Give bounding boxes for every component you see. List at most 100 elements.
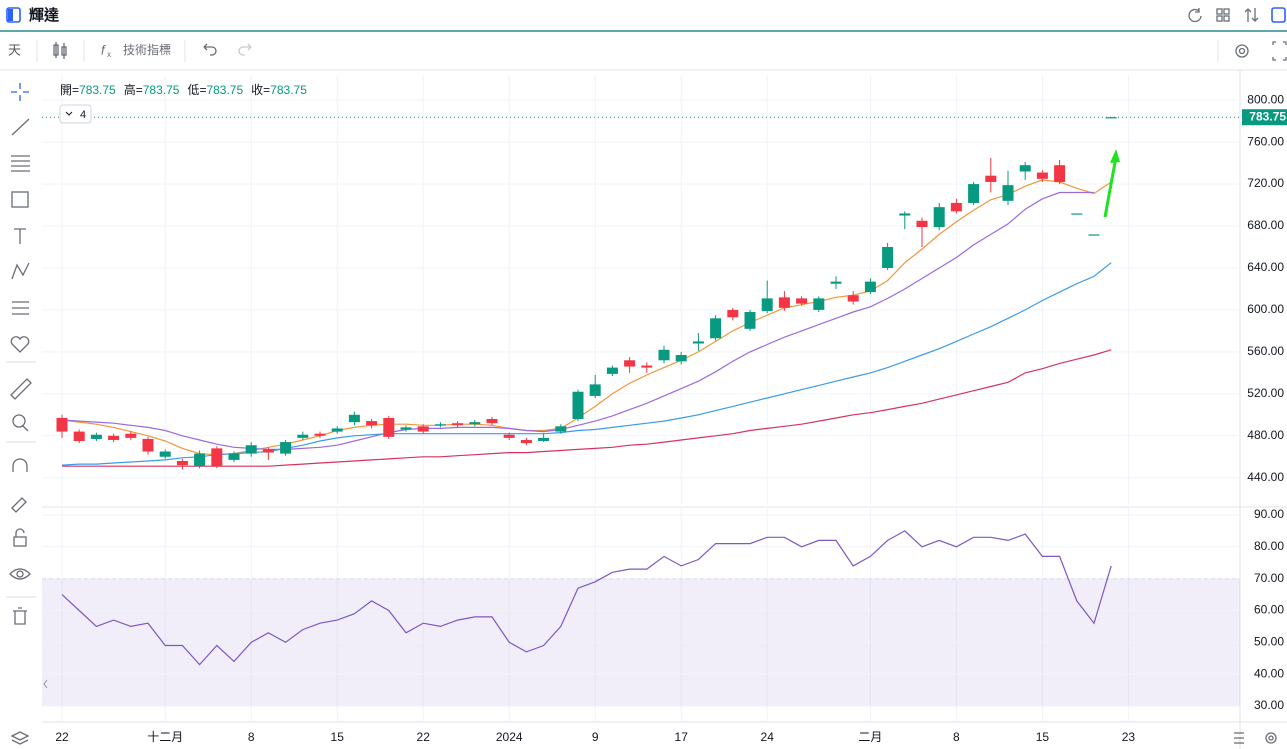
candle-body xyxy=(589,384,601,396)
delete-tool[interactable] xyxy=(13,607,27,625)
candle-body xyxy=(538,437,550,442)
grid-icon[interactable] xyxy=(1223,15,1230,22)
measure-tool[interactable] xyxy=(10,378,32,400)
grid-icon[interactable] xyxy=(1223,8,1230,15)
y-tick-label: 520.00 xyxy=(1247,386,1284,400)
candle-body xyxy=(452,423,464,426)
collapse-arrow[interactable] xyxy=(43,679,48,689)
candle-body xyxy=(280,442,292,454)
trendline-tool[interactable] xyxy=(11,118,30,136)
ohlc-label: 開= xyxy=(60,83,79,97)
candle-body xyxy=(813,298,825,310)
drawing-arrow[interactable] xyxy=(1103,156,1118,218)
candle-body xyxy=(331,428,343,432)
candle-type-icon[interactable] xyxy=(53,42,67,59)
grid-icon[interactable] xyxy=(1216,15,1223,22)
moving-average-line xyxy=(61,262,1112,466)
drawing-arrow-head[interactable] xyxy=(1110,149,1120,163)
rsi-line xyxy=(61,530,1112,666)
indicator-chevron[interactable] xyxy=(65,111,73,116)
zoom-tool[interactable] xyxy=(12,414,26,428)
app-icon-fill xyxy=(8,9,13,21)
candle-body xyxy=(950,202,962,212)
lock-shackle[interactable] xyxy=(15,528,25,537)
drawing-toolbar xyxy=(6,83,36,745)
undo-icon[interactable] xyxy=(203,43,217,56)
layers-tool[interactable] xyxy=(10,731,30,745)
candle-body xyxy=(830,281,842,284)
candle-body xyxy=(1105,117,1117,119)
candle-body xyxy=(228,453,240,460)
candle-body xyxy=(366,421,378,426)
candle-body xyxy=(1036,172,1048,179)
visibility-tool[interactable] xyxy=(9,568,31,580)
favorite-tool[interactable] xyxy=(10,336,30,353)
y-tick-label: 70.00 xyxy=(1254,571,1284,585)
pattern-tool[interactable] xyxy=(11,262,30,280)
candle-body xyxy=(796,298,808,304)
candle-body xyxy=(1071,213,1083,215)
ohlc-value: 783.75 xyxy=(270,83,307,97)
shape-tool[interactable] xyxy=(11,191,29,208)
redo-icon xyxy=(238,43,252,56)
last-price-tag xyxy=(1242,109,1287,126)
candle-body xyxy=(434,424,446,426)
layout-icon[interactable] xyxy=(1271,7,1286,23)
candle-body xyxy=(297,434,309,438)
candle-body xyxy=(383,417,395,437)
forecast-tool[interactable] xyxy=(12,301,29,315)
candle-body xyxy=(778,297,790,308)
candle-body xyxy=(125,433,137,438)
menu-icon[interactable] xyxy=(1234,732,1244,744)
candle-body xyxy=(606,367,618,374)
x-tick-label: 15 xyxy=(331,730,345,744)
fib-tool[interactable] xyxy=(11,155,30,172)
indicators-button[interactable]: 技術指標 xyxy=(123,42,171,57)
y-tick-label: 50.00 xyxy=(1254,635,1284,649)
candle-body xyxy=(90,434,102,439)
header-icons[interactable] xyxy=(1188,8,1259,23)
x-tick-label: 15 xyxy=(1036,730,1050,744)
sort-icon[interactable] xyxy=(1244,8,1259,22)
header-bar xyxy=(0,0,1287,31)
x-tick-label: 二月 xyxy=(858,730,882,744)
candle-body xyxy=(933,207,945,228)
refresh-icon[interactable] xyxy=(1188,8,1202,23)
fx-icon-sub[interactable]: x xyxy=(107,50,111,59)
y-tick-label: 60.00 xyxy=(1254,603,1284,617)
candle-body xyxy=(314,433,326,436)
candle-body xyxy=(503,434,515,438)
lock-tool[interactable] xyxy=(13,536,27,547)
x-tick-label: 17 xyxy=(675,730,689,744)
candle-body xyxy=(1019,165,1031,172)
fullscreen-icon[interactable] xyxy=(1272,41,1287,61)
candle-body xyxy=(658,349,670,361)
fx-icon[interactable]: f xyxy=(101,42,106,57)
candle-body xyxy=(142,438,154,452)
indicator-count[interactable]: 4 xyxy=(80,109,86,121)
indicator-badge[interactable] xyxy=(59,104,92,124)
settings-icon[interactable] xyxy=(1235,44,1249,58)
zoom-tool-handle[interactable] xyxy=(22,425,29,432)
text-tool[interactable] xyxy=(14,228,26,244)
y-tick-label: 480.00 xyxy=(1247,428,1284,442)
candle-body xyxy=(486,419,498,424)
stay-draw-tool[interactable] xyxy=(11,497,27,513)
magnet-tool[interactable] xyxy=(12,458,28,472)
x-tick-label: 9 xyxy=(592,730,599,744)
axis-settings-icon[interactable] xyxy=(1265,732,1277,744)
candle-body xyxy=(56,417,68,432)
grid-icon[interactable] xyxy=(1216,8,1223,15)
x-tick-label: 24 xyxy=(761,730,775,744)
visibility-pupil[interactable] xyxy=(16,570,24,578)
interval-button[interactable]: 天 xyxy=(8,42,21,57)
candle-body xyxy=(1002,185,1014,201)
moving-average-line xyxy=(61,191,1094,450)
candle-body xyxy=(194,453,206,467)
candle-body xyxy=(744,312,756,329)
candle-body xyxy=(692,341,704,344)
candle-body xyxy=(176,460,188,466)
candle-body xyxy=(864,281,876,293)
candle-body xyxy=(968,184,980,203)
crosshair-tool[interactable] xyxy=(11,83,29,101)
